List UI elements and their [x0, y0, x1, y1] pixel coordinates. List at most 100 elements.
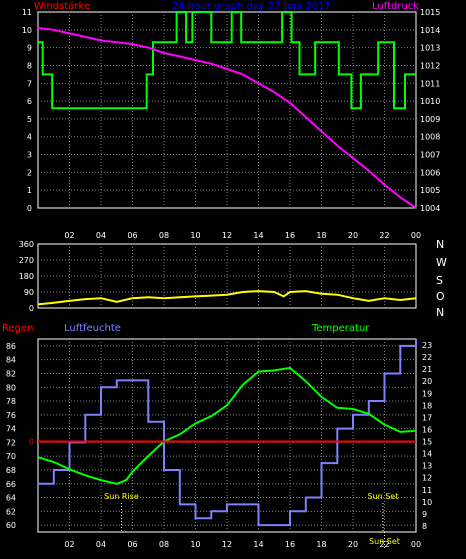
panel3-x-tick-label: 02 [64, 540, 74, 549]
panel3-series [37, 339, 417, 527]
wind-direction-tick-label: 90 [24, 288, 34, 297]
temperature-tick-label: 8 [422, 522, 427, 531]
temperature-tick-label: 11 [422, 486, 432, 495]
humidity-label: Luftfeuchte [64, 323, 121, 334]
graph-title: 24 hour graph day 27 Juni 2017 [172, 1, 331, 12]
rain-label: Regen [2, 323, 34, 334]
panel1-x-tick-label: 14 [253, 231, 263, 240]
wind-direction-tick-label: 360 [19, 240, 34, 249]
panel1-left-ticks: 0 1 2 3 4 5 6 7 8 9 10 11 [22, 8, 32, 213]
compass-letter: N [436, 238, 444, 251]
pressure-tick-label: 1013 [420, 44, 440, 53]
panel3-x-tick-label: 08 [159, 540, 169, 549]
panel3-grid [38, 339, 416, 532]
temperature-tick-label: 12 [422, 474, 432, 483]
temperature-tick-label: 23 [422, 341, 432, 350]
panel1-right-ticks: 1004 1005 1006 1007 1008 1009 1010 1011 1012 1013… [420, 8, 440, 213]
panel1-x-tick-label: 18 [316, 231, 326, 240]
panel3-humidity-ticks: 60 62 64 66 68 70 72 74 76 78 80 82 84 86 [6, 342, 16, 530]
pressure-tick-label: 1009 [420, 115, 440, 124]
wind-speed-tick-label: 9 [27, 44, 32, 53]
wind-speed-tick-label: 8 [27, 61, 32, 70]
wind-speed-tick-label: 11 [22, 8, 32, 17]
humidity-tick-label: 62 [6, 507, 16, 516]
panel1-x-tick-label: 00 [411, 231, 421, 240]
rain-zero-label: 0 [29, 438, 34, 447]
panel1-x-tick-label: 20 [348, 231, 358, 240]
pressure-tick-label: 1010 [420, 97, 440, 106]
panel2-series [37, 290, 417, 306]
pressure-label: Luftdruck [372, 1, 419, 12]
panel3-x-tick-label: 04 [96, 540, 106, 549]
humidity-tick-label: 60 [6, 521, 16, 530]
panel2-grid [38, 244, 416, 308]
humidity-tick-label: 74 [6, 425, 16, 434]
panel3-sun-annotations: 0 Sun Rise Sun Set Sun Set [29, 438, 400, 548]
temperature-tick-label: 14 [422, 450, 432, 459]
panel1-x-ticks: 02 04 06 08 10 12 14 16 18 20 22 00 [64, 231, 421, 240]
panel3-x-tick-label: 14 [253, 540, 263, 549]
temperature-tick-label: 13 [422, 462, 432, 471]
temperature-label: Temperatur [311, 323, 370, 334]
temperature-tick-label: 9 [422, 510, 427, 519]
pressure-tick-label: 1015 [420, 8, 440, 17]
panel1-x-tick-label: 06 [127, 231, 137, 240]
panel1-grid [38, 12, 416, 208]
wind-direction-line [37, 290, 417, 306]
pressure-line [37, 27, 417, 209]
wind-speed-tick-label: 5 [27, 115, 32, 124]
sun-event-label: Sun Set [367, 492, 398, 501]
humidity-tick-label: 86 [6, 342, 16, 351]
wind-speed-tick-label: 3 [27, 151, 32, 160]
compass-letter: N [436, 306, 444, 319]
panel3-x-tick-label: 00 [411, 540, 421, 549]
temperature-tick-label: 10 [422, 498, 432, 507]
temperature-tick-label: 19 [422, 389, 432, 398]
panel3-x-tick-label: 12 [222, 540, 232, 549]
temperature-tick-label: 17 [422, 413, 432, 422]
humidity-tick-label: 70 [6, 452, 16, 461]
wind-speed-tick-label: 10 [22, 26, 32, 35]
wind-speed-tick-label: 7 [27, 79, 32, 88]
panel1-x-tick-label: 22 [379, 231, 389, 240]
panel1-x-tick-label: 04 [96, 231, 106, 240]
temperature-tick-label: 20 [422, 377, 432, 386]
temperature-tick-label: 22 [422, 353, 432, 362]
panel1-x-tick-label: 16 [285, 231, 295, 240]
compass-letter: S [436, 274, 443, 287]
pressure-tick-label: 1012 [420, 61, 440, 70]
humidity-tick-label: 84 [6, 356, 16, 365]
humidity-tick-label: 76 [6, 411, 16, 420]
sun-event-label: Sun Set [369, 537, 400, 546]
humidity-tick-label: 66 [6, 480, 16, 489]
panel3-x-tick-label: 10 [190, 540, 200, 549]
wind-speed-tick-label: 4 [27, 133, 32, 142]
humidity-tick-label: 80 [6, 383, 16, 392]
temperature-line [37, 366, 417, 485]
panel3-temperature-ticks: 8 9 10 11 12 13 14 15 16 17 18 19 20 21 22 23 [422, 341, 432, 531]
wind-direction-tick-label: 180 [19, 272, 34, 281]
wind-speed-tick-label: 0 [27, 204, 32, 213]
pressure-tick-label: 1014 [420, 26, 440, 35]
temperature-tick-label: 18 [422, 401, 432, 410]
pressure-tick-label: 1005 [420, 186, 440, 195]
wind-speed-tick-label: 6 [27, 97, 32, 106]
compass-letter: W [436, 256, 447, 269]
wind-speed-tick-label: 2 [27, 168, 32, 177]
pressure-tick-label: 1004 [420, 204, 440, 213]
sun-event-label: Sun Rise [104, 492, 139, 501]
pressure-tick-label: 1008 [420, 133, 440, 142]
wind-speed-line [38, 11, 416, 110]
humidity-temperature-panel: 60 62 64 66 68 70 72 74 76 78 80 82 84 86 8 9 10 11 12 13 1… [6, 338, 432, 549]
panel3-x-tick-label: 06 [127, 540, 137, 549]
panel1-x-tick-label: 02 [64, 231, 74, 240]
humidity-line [38, 339, 417, 527]
humidity-tick-label: 64 [6, 494, 16, 503]
temperature-tick-label: 15 [422, 438, 432, 447]
panel3-x-tick-label: 20 [348, 540, 358, 549]
